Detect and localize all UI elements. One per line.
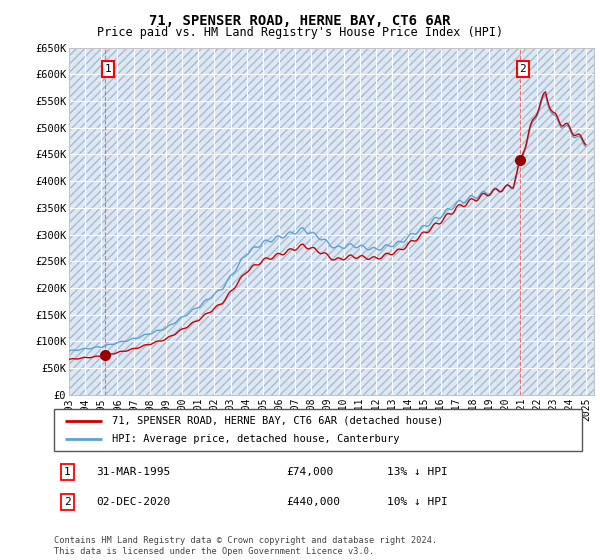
Text: 13% ↓ HPI: 13% ↓ HPI bbox=[386, 467, 448, 477]
Text: 71, SPENSER ROAD, HERNE BAY, CT6 6AR: 71, SPENSER ROAD, HERNE BAY, CT6 6AR bbox=[149, 14, 451, 28]
Text: £440,000: £440,000 bbox=[286, 497, 340, 507]
Text: 1: 1 bbox=[64, 467, 71, 477]
Text: Contains HM Land Registry data © Crown copyright and database right 2024.
This d: Contains HM Land Registry data © Crown c… bbox=[54, 536, 437, 556]
Text: 2: 2 bbox=[520, 64, 526, 74]
FancyBboxPatch shape bbox=[54, 409, 582, 451]
Text: 71, SPENSER ROAD, HERNE BAY, CT6 6AR (detached house): 71, SPENSER ROAD, HERNE BAY, CT6 6AR (de… bbox=[112, 416, 443, 426]
Text: £74,000: £74,000 bbox=[286, 467, 334, 477]
Text: 1: 1 bbox=[104, 64, 111, 74]
Text: 02-DEC-2020: 02-DEC-2020 bbox=[96, 497, 170, 507]
Text: HPI: Average price, detached house, Canterbury: HPI: Average price, detached house, Cant… bbox=[112, 434, 400, 444]
Text: 31-MAR-1995: 31-MAR-1995 bbox=[96, 467, 170, 477]
Text: 2: 2 bbox=[64, 497, 71, 507]
Text: Price paid vs. HM Land Registry's House Price Index (HPI): Price paid vs. HM Land Registry's House … bbox=[97, 26, 503, 39]
Text: 10% ↓ HPI: 10% ↓ HPI bbox=[386, 497, 448, 507]
